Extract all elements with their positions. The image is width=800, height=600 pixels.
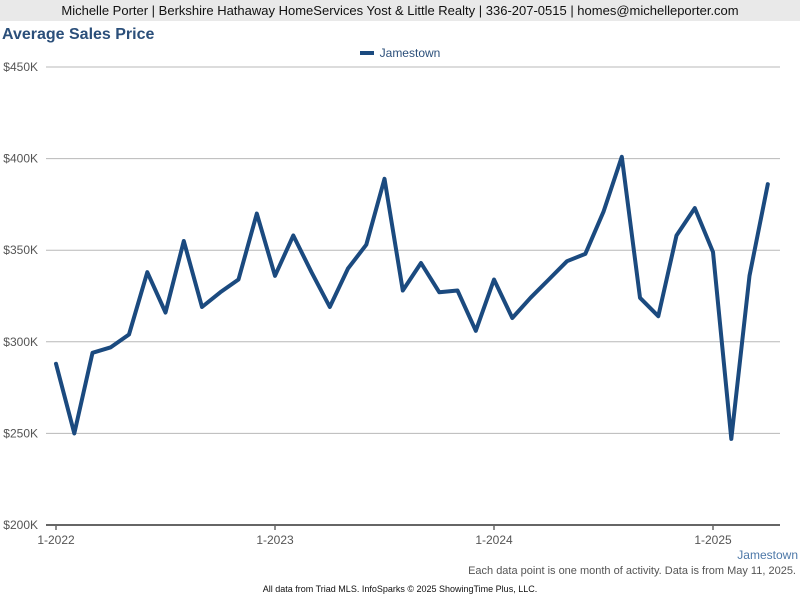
data-point[interactable]	[327, 304, 333, 310]
series-label: Jamestown	[737, 548, 798, 562]
data-point[interactable]	[363, 242, 369, 248]
data-point[interactable]	[564, 258, 570, 264]
data-point[interactable]	[582, 251, 588, 257]
data-point[interactable]	[53, 361, 59, 367]
y-tick-label: $400K	[3, 152, 38, 166]
data-point[interactable]	[674, 233, 680, 239]
data-point[interactable]	[108, 344, 114, 350]
data-point[interactable]	[163, 309, 169, 315]
data-point[interactable]	[217, 289, 223, 295]
x-tick-label: 1-2025	[694, 533, 732, 547]
data-point[interactable]	[619, 154, 625, 160]
data-point[interactable]	[90, 350, 96, 356]
data-point[interactable]	[601, 209, 607, 215]
data-point[interactable]	[491, 277, 497, 283]
data-point[interactable]	[199, 304, 205, 310]
chart-title: Average Sales Price	[2, 26, 155, 43]
data-point[interactable]	[765, 181, 771, 187]
y-tick-label: $350K	[3, 243, 38, 257]
x-tick-label: 1-2023	[256, 533, 294, 547]
data-point[interactable]	[144, 269, 150, 275]
series-line-jamestown[interactable]	[54, 154, 770, 441]
y-tick-label: $250K	[3, 426, 38, 440]
y-tick-label: $300K	[3, 335, 38, 349]
data-point[interactable]	[126, 331, 132, 337]
x-tick-label: 1-2024	[475, 533, 513, 547]
data-point[interactable]	[655, 313, 661, 319]
footer-credit: All data from Triad MLS. InfoSparks © 20…	[262, 584, 538, 594]
y-tick-label: $450K	[3, 60, 38, 74]
data-point[interactable]	[418, 260, 424, 266]
data-point[interactable]	[692, 205, 698, 211]
data-point[interactable]	[309, 269, 315, 275]
data-point[interactable]	[637, 295, 643, 301]
data-point[interactable]	[710, 249, 716, 255]
data-point[interactable]	[528, 295, 534, 301]
legend-label[interactable]: Jamestown	[379, 46, 441, 60]
data-point[interactable]	[546, 277, 552, 283]
data-point[interactable]	[382, 176, 388, 182]
data-point[interactable]	[181, 238, 187, 244]
data-point[interactable]	[290, 233, 296, 239]
data-point[interactable]	[236, 277, 242, 283]
data-point[interactable]	[254, 211, 260, 217]
data-point[interactable]	[455, 288, 461, 294]
contact-banner-text: Michelle Porter | Berkshire Hathaway Hom…	[61, 3, 739, 18]
legend-swatch	[359, 51, 374, 55]
x-tick-label: 1-2022	[37, 533, 75, 547]
data-point[interactable]	[473, 328, 479, 334]
data-point[interactable]	[272, 273, 278, 279]
data-point[interactable]	[728, 436, 734, 442]
data-point[interactable]	[400, 288, 406, 294]
data-point[interactable]	[509, 315, 515, 321]
data-note: Each data point is one month of activity…	[468, 565, 796, 577]
contact-banner: Michelle Porter | Berkshire Hathaway Hom…	[0, 0, 800, 21]
data-point[interactable]	[747, 273, 753, 279]
chart-legend: Jamestown	[0, 46, 800, 60]
data-point[interactable]	[71, 430, 77, 436]
data-point[interactable]	[345, 266, 351, 272]
y-tick-label: $200K	[3, 518, 38, 532]
data-point[interactable]	[436, 289, 442, 295]
